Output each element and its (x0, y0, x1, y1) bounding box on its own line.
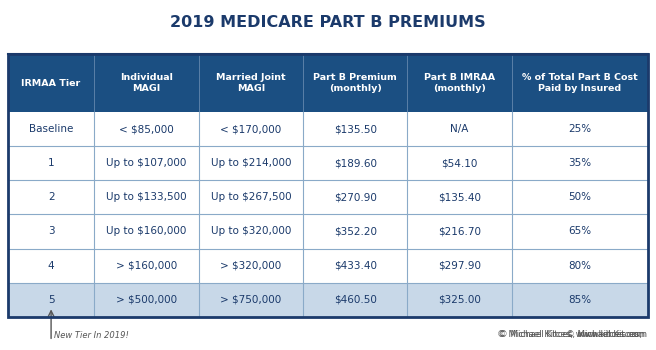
Text: % of Total Part B Cost
Paid by Insured: % of Total Part B Cost Paid by Insured (522, 73, 638, 93)
Text: > $320,000: > $320,000 (220, 260, 281, 271)
Text: Part B IMRAA
(monthly): Part B IMRAA (monthly) (424, 73, 495, 93)
Text: > $750,000: > $750,000 (220, 295, 281, 305)
Bar (8, 54, 648, 317)
Text: Up to $214,000: Up to $214,000 (211, 158, 291, 168)
Text: Married Joint
MAGI: Married Joint MAGI (216, 73, 285, 93)
Text: $189.60: $189.60 (334, 158, 377, 168)
Text: Individual
MAGI: Individual MAGI (120, 73, 173, 93)
Text: < $170,000: < $170,000 (220, 124, 281, 134)
Text: $270.90: $270.90 (334, 192, 377, 202)
Text: 1: 1 (48, 158, 54, 168)
Bar (8, 54, 648, 112)
Text: 80%: 80% (569, 260, 592, 271)
Text: New Tier In 2019!: New Tier In 2019! (54, 331, 129, 341)
Text: > $160,000: > $160,000 (116, 260, 177, 271)
Text: > $500,000: > $500,000 (116, 295, 177, 305)
Text: $54.10: $54.10 (441, 158, 478, 168)
Text: Up to $267,500: Up to $267,500 (211, 192, 291, 202)
Text: $216.70: $216.70 (438, 226, 481, 237)
Text: $325.00: $325.00 (438, 295, 481, 305)
Text: N/A: N/A (451, 124, 469, 134)
Text: Part B Premium
(monthly): Part B Premium (monthly) (314, 73, 397, 93)
Bar (8, 146, 648, 180)
Bar (8, 214, 648, 248)
Text: 25%: 25% (568, 124, 592, 134)
Text: 2019 MEDICARE PART B PREMIUMS: 2019 MEDICARE PART B PREMIUMS (170, 15, 486, 30)
Text: Up to $160,000: Up to $160,000 (106, 226, 187, 237)
Text: 50%: 50% (569, 192, 592, 202)
Text: $352.20: $352.20 (334, 226, 377, 237)
Text: IRMAA Tier: IRMAA Tier (22, 79, 81, 88)
Text: $460.50: $460.50 (334, 295, 377, 305)
Text: Up to $107,000: Up to $107,000 (106, 158, 187, 168)
Text: 65%: 65% (568, 226, 592, 237)
Text: $135.50: $135.50 (334, 124, 377, 134)
Text: 2: 2 (48, 192, 54, 202)
Text: © Michael Kitces, www.kitces.com: © Michael Kitces, www.kitces.com (499, 330, 647, 340)
Text: 5: 5 (48, 295, 54, 305)
Bar (8, 180, 648, 214)
Text: © Michael Kitces, www.kitces.com: © Michael Kitces, www.kitces.com (497, 330, 645, 340)
Text: 3: 3 (48, 226, 54, 237)
Text: $433.40: $433.40 (334, 260, 377, 271)
Text: Baseline: Baseline (29, 124, 73, 134)
Text: < $85,000: < $85,000 (119, 124, 174, 134)
Bar (8, 112, 648, 146)
Text: © Michael Kitces,: © Michael Kitces, (566, 330, 645, 340)
Text: 85%: 85% (568, 295, 592, 305)
Text: $135.40: $135.40 (438, 192, 481, 202)
Text: 4: 4 (48, 260, 54, 271)
Text: Up to $133,500: Up to $133,500 (106, 192, 187, 202)
Bar (8, 283, 648, 317)
Text: $297.90: $297.90 (438, 260, 481, 271)
Text: 35%: 35% (568, 158, 592, 168)
Bar (8, 248, 648, 283)
Text: Up to $320,000: Up to $320,000 (211, 226, 291, 237)
